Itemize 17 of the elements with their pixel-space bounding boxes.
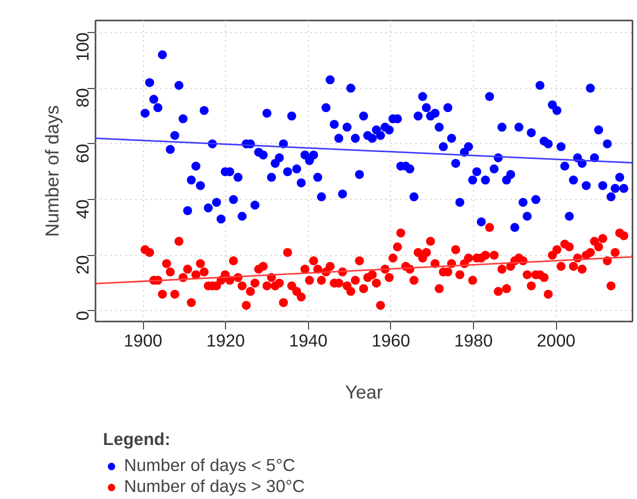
- legend-label: Number of days < 5°C: [124, 455, 296, 476]
- x-tick-label: 1920: [206, 330, 245, 350]
- y-tick-label: 80: [72, 88, 92, 108]
- y-axis-title: Number of days: [42, 105, 62, 237]
- x-tick-label: 1980: [454, 330, 493, 350]
- x-tick-label: 1900: [124, 330, 162, 350]
- y-tick-label: 60: [72, 144, 92, 164]
- y-tick-label: 40: [72, 200, 92, 219]
- legend-title: Legend:: [103, 429, 172, 450]
- x-axis-title: Year: [345, 382, 383, 402]
- y-tick-label: 0: [72, 310, 92, 321]
- x-tick-label: 1960: [372, 330, 410, 350]
- x-tick-label: 1940: [288, 330, 328, 350]
- y-tick-label: 100: [72, 32, 92, 62]
- y-tick-label: 20: [72, 255, 92, 275]
- x-tick-label: 2000: [536, 330, 576, 350]
- legend-label: Number of days > 30°C: [124, 476, 305, 497]
